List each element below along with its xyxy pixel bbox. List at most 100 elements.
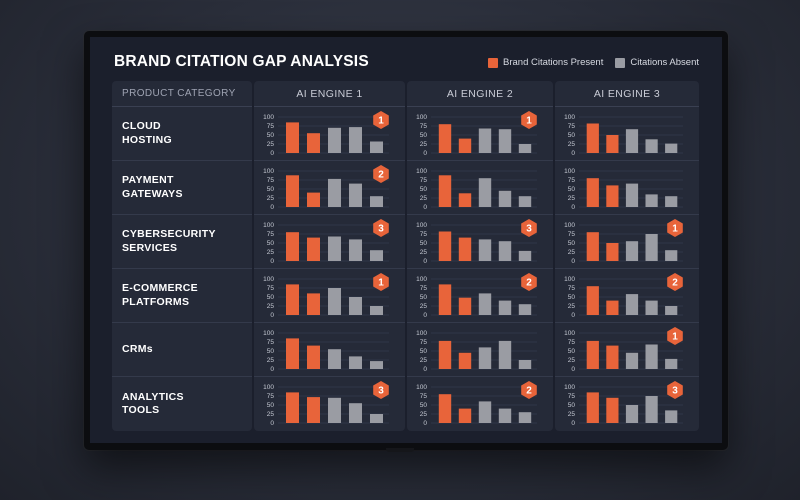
category-label: CRMs (112, 323, 252, 377)
column-bg-category (112, 81, 252, 431)
y-tick-label: 50 (267, 348, 275, 355)
bar-absent (370, 141, 383, 153)
bar-absent (645, 194, 658, 207)
y-tick-label: 25 (267, 357, 275, 364)
y-tick-label: 100 (263, 384, 274, 391)
mini-chart-cell: 0 25 50 75 100 3 (555, 377, 699, 431)
mini-bar-chart: 0 25 50 75 100 2 (263, 165, 389, 211)
tv-stand (386, 448, 414, 452)
y-tick-label: 25 (568, 357, 576, 364)
mini-chart-cell: 0 25 50 75 100 3 (254, 377, 405, 431)
dashboard-screen: BRAND CITATION GAP ANALYSIS Brand Citati… (90, 37, 722, 443)
bar-absent (498, 300, 512, 315)
legend: Brand Citations Present Citations Absent (488, 57, 699, 68)
bar-present (606, 243, 619, 261)
bar-absent (645, 300, 658, 315)
y-tick-label: 75 (267, 231, 275, 238)
bar-present (307, 293, 320, 315)
y-tick-label: 100 (564, 222, 575, 229)
y-tick-label: 75 (420, 285, 428, 292)
category-label: CLOUD HOSTING (112, 107, 252, 161)
y-tick-label: 75 (420, 339, 428, 346)
bar-present (458, 352, 472, 369)
mini-chart-cell: 0 25 50 75 100 (407, 161, 553, 215)
bar-present (458, 138, 472, 153)
y-tick-label: 0 (423, 366, 427, 373)
y-tick-label: 50 (267, 186, 275, 193)
bar-present (307, 397, 320, 423)
chart-title: BRAND CITATION GAP ANALYSIS (114, 53, 369, 70)
y-tick-label: 25 (420, 411, 428, 418)
mini-bar-chart: 0 25 50 75 100 1 (263, 273, 389, 319)
y-tick-label: 75 (267, 393, 275, 400)
bar-absent (478, 293, 492, 315)
rank-badge (521, 111, 537, 129)
mini-bar-chart: 0 25 50 75 100 1 (564, 327, 683, 373)
y-tick-label: 0 (571, 312, 575, 319)
rank-badge-label: 1 (672, 332, 678, 343)
bar-absent (518, 196, 532, 207)
mini-bar-chart: 0 25 50 75 100 (416, 330, 537, 373)
mini-chart-cell: 0 25 50 75 100 1 (555, 215, 699, 269)
y-tick-label: 50 (568, 402, 576, 409)
y-tick-label: 75 (267, 285, 275, 292)
legend-swatch-absent (615, 57, 626, 68)
y-tick-label: 75 (420, 231, 428, 238)
bar-absent (665, 410, 678, 423)
bar-absent (625, 405, 639, 423)
y-tick-label: 0 (270, 258, 274, 265)
bar-absent (349, 127, 362, 153)
bar-present (286, 122, 299, 153)
header-engine-1: AI ENGINE 1 (254, 81, 405, 107)
rank-badge (373, 381, 389, 399)
y-tick-label: 100 (564, 114, 575, 121)
header-product-category: PRODUCT CATEGORY (112, 81, 252, 107)
bar-present (606, 397, 619, 423)
bar-absent (645, 234, 658, 261)
bar-present (307, 192, 320, 207)
bar-absent (478, 347, 492, 369)
rank-badge-label: 2 (526, 386, 532, 397)
bar-present (458, 408, 472, 423)
y-tick-label: 25 (568, 141, 576, 148)
y-tick-label: 75 (420, 177, 428, 184)
y-tick-label: 50 (267, 402, 275, 409)
bar-present (586, 392, 599, 423)
bar-present (606, 300, 619, 315)
y-tick-label: 0 (423, 312, 427, 319)
bar-absent (498, 340, 512, 369)
rank-badge (521, 219, 537, 237)
y-tick-label: 25 (267, 195, 275, 202)
y-tick-label: 100 (263, 114, 274, 121)
mini-bar-chart: 0 25 50 75 100 3 (263, 381, 389, 427)
mini-bar-chart: 0 25 50 75 100 2 (416, 381, 537, 427)
bar-present (438, 175, 452, 207)
y-tick-label: 75 (568, 177, 576, 184)
bar-absent (518, 360, 532, 369)
y-tick-label: 25 (568, 249, 576, 256)
rank-badge-label: 1 (672, 224, 678, 235)
bar-absent (518, 412, 532, 423)
bar-absent (349, 356, 362, 369)
category-label: PAYMENT GATEWAYS (112, 161, 252, 215)
y-tick-label: 100 (564, 330, 575, 337)
y-tick-label: 0 (571, 420, 575, 427)
bar-absent (518, 144, 532, 153)
mini-chart-cell: 0 25 50 75 100 (407, 323, 553, 377)
y-tick-label: 50 (420, 348, 428, 355)
y-tick-label: 25 (267, 303, 275, 310)
mini-bar-chart: 0 25 50 75 100 (263, 330, 389, 373)
y-tick-label: 100 (263, 168, 274, 175)
y-tick-label: 25 (267, 141, 275, 148)
rank-badge-label: 2 (378, 170, 384, 181)
mini-bar-chart: 0 25 50 75 100 3 (263, 219, 389, 265)
y-tick-label: 50 (420, 294, 428, 301)
y-tick-label: 50 (568, 186, 576, 193)
y-tick-label: 75 (420, 123, 428, 130)
y-tick-label: 25 (420, 141, 428, 148)
y-tick-label: 0 (270, 204, 274, 211)
y-tick-label: 25 (267, 411, 275, 418)
bar-absent (645, 344, 658, 369)
rank-badge (667, 327, 683, 345)
legend-label-present: Brand Citations Present (503, 57, 604, 68)
